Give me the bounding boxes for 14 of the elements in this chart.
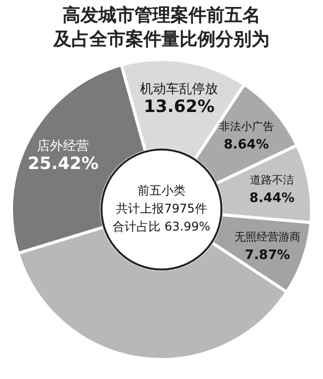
- slice-label: 非法小广告: [218, 120, 274, 133]
- text: 共计上报7975件: [116, 202, 207, 216]
- data-label: 7.87%: [244, 248, 290, 263]
- text: 前五小类: [138, 184, 186, 198]
- data-label: 25.42%: [28, 154, 99, 174]
- slice-label: 无照经营游商: [234, 230, 300, 244]
- data-label: 8.64%: [224, 137, 269, 152]
- slice-label: 店外经营: [37, 138, 90, 154]
- slice-label: 机动车乱停放: [140, 82, 218, 98]
- data-label: 8.44%: [249, 191, 294, 206]
- text: 合计占比 63.99%: [112, 220, 210, 234]
- data-label: 13.62%: [144, 97, 215, 118]
- chart-title: 高发城市管理案件前五名及占全市案件量比例分别为: [52, 4, 270, 52]
- slice-label: 道路不洁: [250, 174, 294, 187]
